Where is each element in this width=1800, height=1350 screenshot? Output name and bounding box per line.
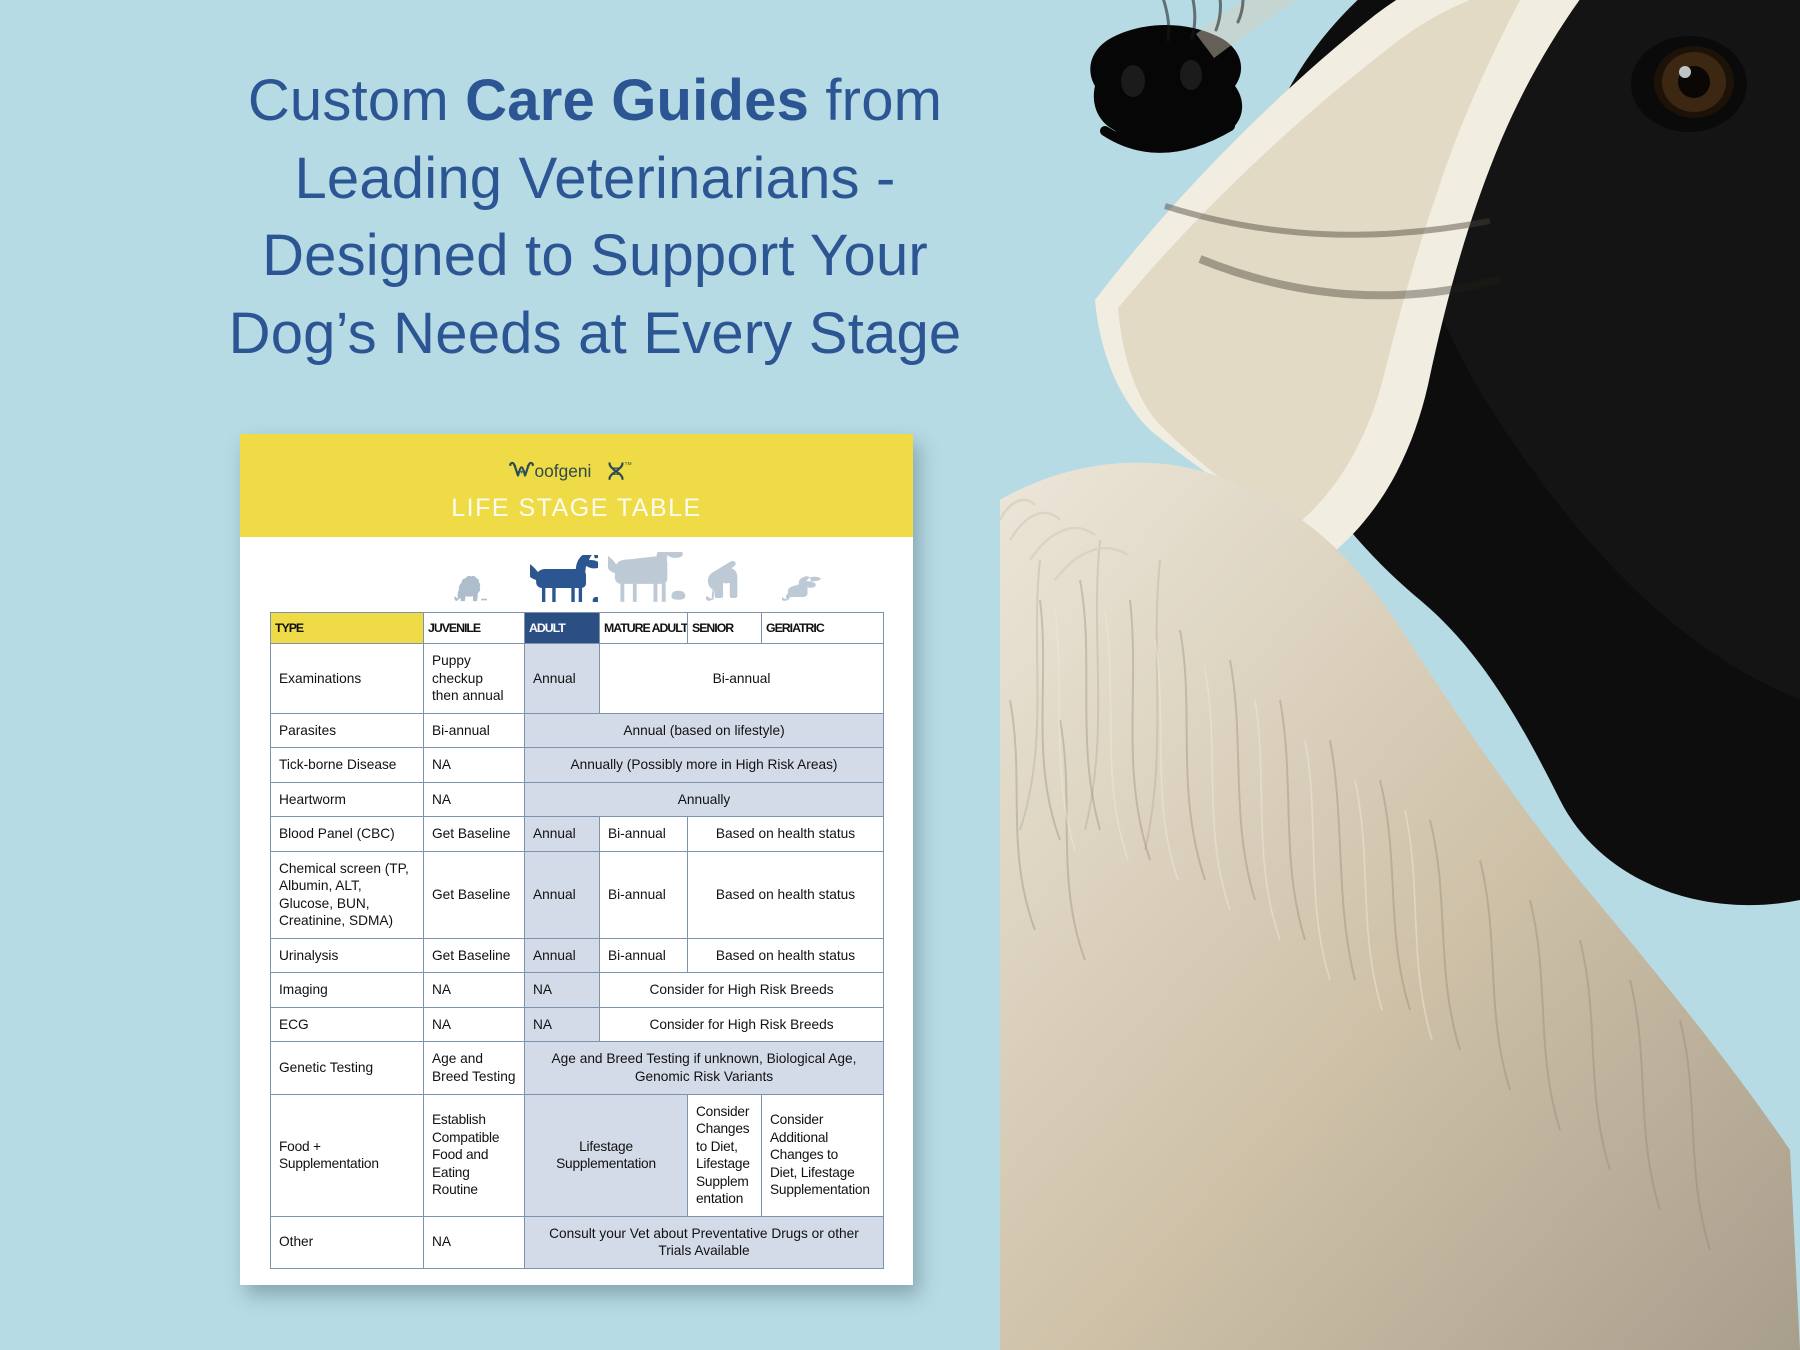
svg-text:TM: TM <box>624 461 631 467</box>
svg-text:oofgeni: oofgeni <box>534 461 591 481</box>
